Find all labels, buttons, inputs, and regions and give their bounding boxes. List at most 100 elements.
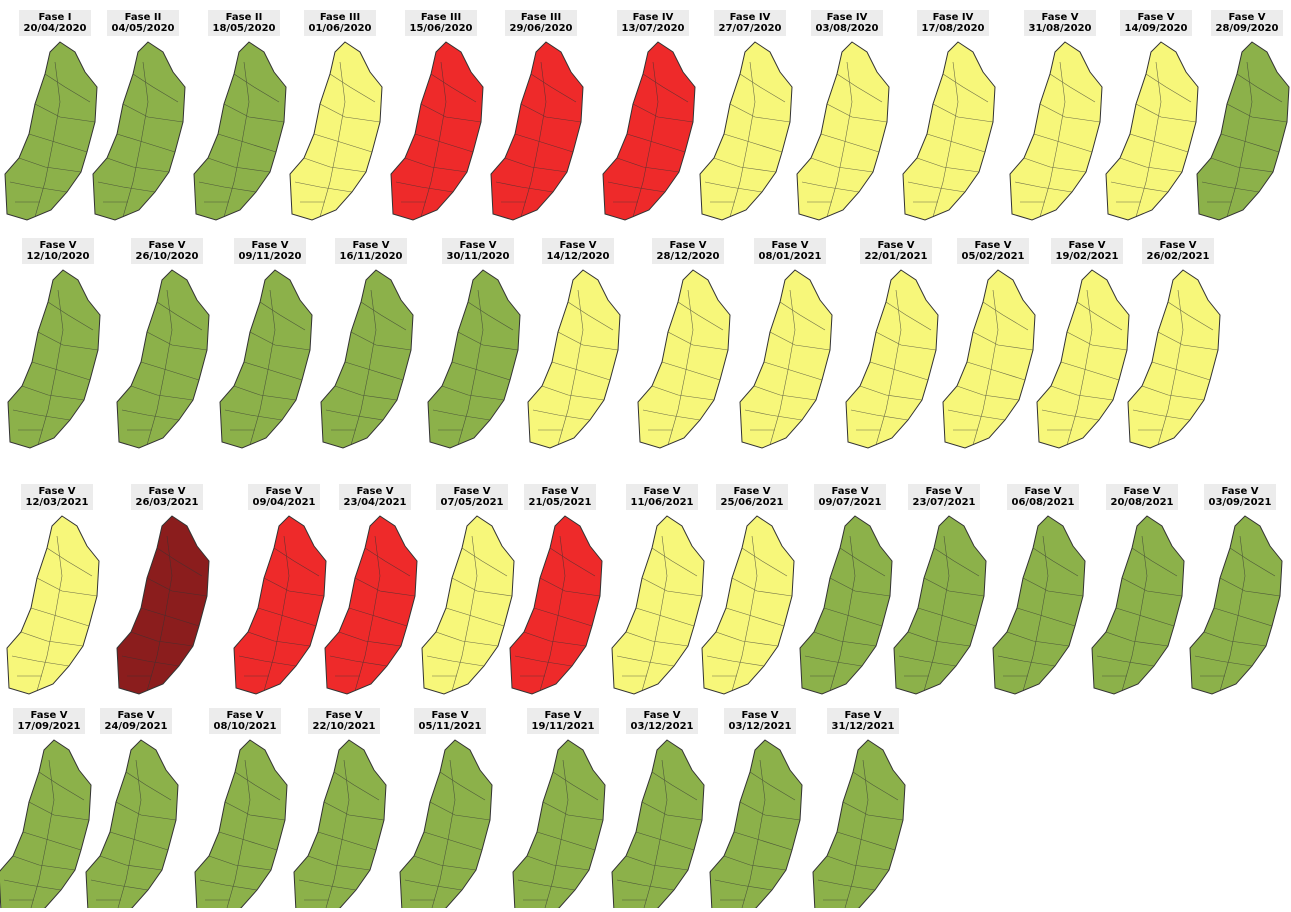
date-label: 03/08/2020 bbox=[816, 23, 879, 34]
municipal-borders bbox=[817, 759, 904, 912]
state-shape bbox=[1189, 515, 1283, 695]
label-box bbox=[107, 10, 179, 36]
phase-label: Fase V bbox=[1229, 12, 1266, 23]
state-map bbox=[1105, 41, 1199, 221]
map-panel: Fase V19/02/2021 bbox=[1036, 238, 1130, 449]
label-box bbox=[524, 484, 596, 510]
state-shape bbox=[233, 515, 327, 695]
label-box bbox=[724, 708, 796, 734]
map-panel: Fase V09/04/2021 bbox=[233, 484, 327, 695]
map-panel: Fase V26/10/2020 bbox=[116, 238, 210, 449]
state-shape bbox=[893, 515, 987, 695]
state-map bbox=[4, 41, 98, 221]
date-label: 29/06/2020 bbox=[510, 23, 573, 34]
map-panel: Fase V23/07/2021 bbox=[893, 484, 987, 695]
state-shape bbox=[0, 739, 92, 912]
date-label: 20/08/2021 bbox=[1111, 497, 1174, 508]
state-map bbox=[92, 41, 186, 221]
phase-label: Fase III bbox=[421, 12, 461, 23]
date-label: 04/05/2020 bbox=[112, 23, 175, 34]
state-map bbox=[320, 269, 414, 449]
label-box bbox=[308, 708, 380, 734]
date-label: 17/08/2020 bbox=[922, 23, 985, 34]
label-box bbox=[716, 484, 788, 510]
phase-label: Fase V bbox=[560, 240, 597, 251]
state-map bbox=[116, 269, 210, 449]
map-panel: Fase V12/03/2021 bbox=[6, 484, 100, 695]
map-panel: Fase V11/06/2021 bbox=[611, 484, 705, 695]
phase-label: Fase II bbox=[226, 12, 263, 23]
municipal-borders bbox=[224, 289, 311, 446]
state-map bbox=[1127, 269, 1221, 449]
state-map bbox=[219, 269, 313, 449]
date-label: 22/10/2021 bbox=[313, 721, 376, 732]
municipal-borders bbox=[198, 61, 285, 218]
date-label: 03/12/2021 bbox=[729, 721, 792, 732]
state-map bbox=[527, 269, 621, 449]
label-box bbox=[908, 484, 980, 510]
state-shape bbox=[193, 41, 287, 221]
map-panel: Fase V14/09/2020 bbox=[1105, 10, 1199, 221]
municipal-borders bbox=[1201, 61, 1288, 218]
municipal-borders bbox=[616, 535, 703, 692]
phase-label: Fase V bbox=[1124, 486, 1161, 497]
phase-label: Fase V bbox=[149, 486, 186, 497]
map-panel: Fase V26/03/2021 bbox=[116, 484, 210, 695]
phase-label: Fase V bbox=[1138, 12, 1175, 23]
label-box bbox=[208, 10, 280, 36]
state-map bbox=[293, 739, 387, 912]
label-box bbox=[617, 10, 689, 36]
state-shape bbox=[4, 41, 98, 221]
state-shape bbox=[421, 515, 515, 695]
phase-label: Fase V bbox=[926, 486, 963, 497]
municipal-borders bbox=[3, 759, 90, 912]
label-box bbox=[405, 10, 477, 36]
state-map bbox=[796, 41, 890, 221]
state-map bbox=[893, 515, 987, 695]
map-panel: Fase I20/04/2020 bbox=[4, 10, 98, 221]
state-map bbox=[390, 41, 484, 221]
state-shape bbox=[1009, 41, 1103, 221]
state-shape bbox=[390, 41, 484, 221]
phase-label: Fase V bbox=[1025, 486, 1062, 497]
state-shape bbox=[796, 41, 890, 221]
label-box bbox=[505, 10, 577, 36]
state-map bbox=[992, 515, 1086, 695]
state-shape bbox=[637, 269, 731, 449]
phase-label: Fase V bbox=[878, 240, 915, 251]
phase-label: Fase V bbox=[845, 710, 882, 721]
state-map bbox=[512, 739, 606, 912]
state-shape bbox=[116, 515, 210, 695]
state-shape bbox=[799, 515, 893, 695]
label-box bbox=[131, 238, 203, 264]
map-panel: Fase V03/12/2021 bbox=[709, 708, 803, 912]
date-label: 25/06/2021 bbox=[721, 497, 784, 508]
state-shape bbox=[1036, 269, 1130, 449]
municipal-borders bbox=[1014, 61, 1101, 218]
municipal-borders bbox=[298, 759, 385, 912]
state-shape bbox=[289, 41, 383, 221]
label-box bbox=[860, 238, 932, 264]
label-box bbox=[248, 484, 320, 510]
state-map bbox=[902, 41, 996, 221]
municipal-borders bbox=[1110, 61, 1197, 218]
phase-label: Fase V bbox=[1069, 240, 1106, 251]
state-shape bbox=[116, 269, 210, 449]
map-panel: Fase V20/08/2021 bbox=[1091, 484, 1185, 695]
state-map bbox=[399, 739, 493, 912]
municipal-borders bbox=[616, 759, 703, 912]
municipal-borders bbox=[706, 535, 793, 692]
date-label: 17/09/2021 bbox=[18, 721, 81, 732]
label-box bbox=[442, 238, 514, 264]
state-map bbox=[509, 515, 603, 695]
state-shape bbox=[427, 269, 521, 449]
phase-label: Fase I bbox=[39, 12, 72, 23]
phase-label: Fase V bbox=[353, 240, 390, 251]
state-shape bbox=[219, 269, 313, 449]
municipal-borders bbox=[704, 61, 791, 218]
municipal-borders bbox=[121, 535, 208, 692]
